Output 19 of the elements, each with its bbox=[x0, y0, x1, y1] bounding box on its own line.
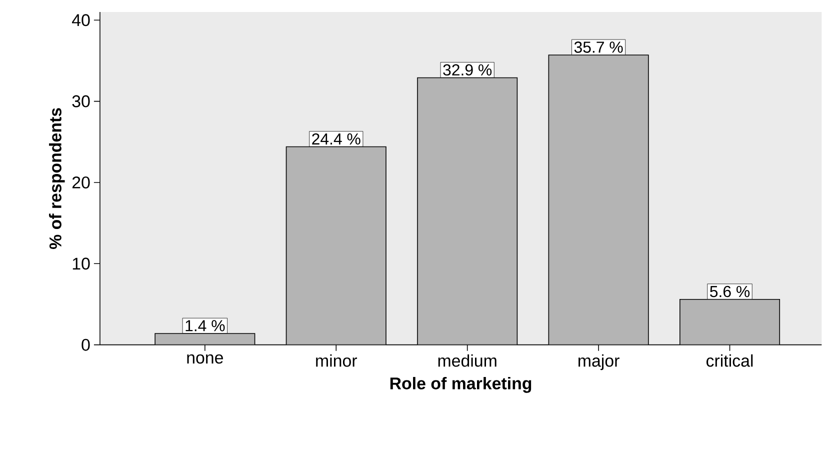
x-tick-label: medium bbox=[438, 354, 496, 367]
data-label: 1.4 % bbox=[186, 320, 225, 332]
x-tick-label: critical bbox=[706, 354, 753, 367]
x-tick-label: none bbox=[187, 354, 223, 364]
x-tick-label: major bbox=[578, 354, 620, 370]
y-tick-label: 0 bbox=[82, 338, 90, 351]
data-label: 32.9 % bbox=[443, 64, 492, 76]
bar bbox=[155, 334, 255, 345]
y-tick-label: 30 bbox=[72, 95, 90, 108]
y-tick-label: 10 bbox=[72, 258, 90, 270]
x-axis-title: Role of marketing bbox=[390, 377, 532, 393]
bar bbox=[680, 299, 780, 345]
y-axis-title: % of respondents bbox=[49, 108, 65, 250]
data-label: 35.7 % bbox=[574, 42, 623, 53]
x-tick-label: minor bbox=[316, 354, 358, 367]
data-label: 5.6 % bbox=[710, 286, 750, 298]
y-tick-label: 40 bbox=[72, 14, 90, 26]
y-tick-label: 20 bbox=[72, 176, 90, 189]
data-label: 24.4 % bbox=[312, 133, 360, 145]
